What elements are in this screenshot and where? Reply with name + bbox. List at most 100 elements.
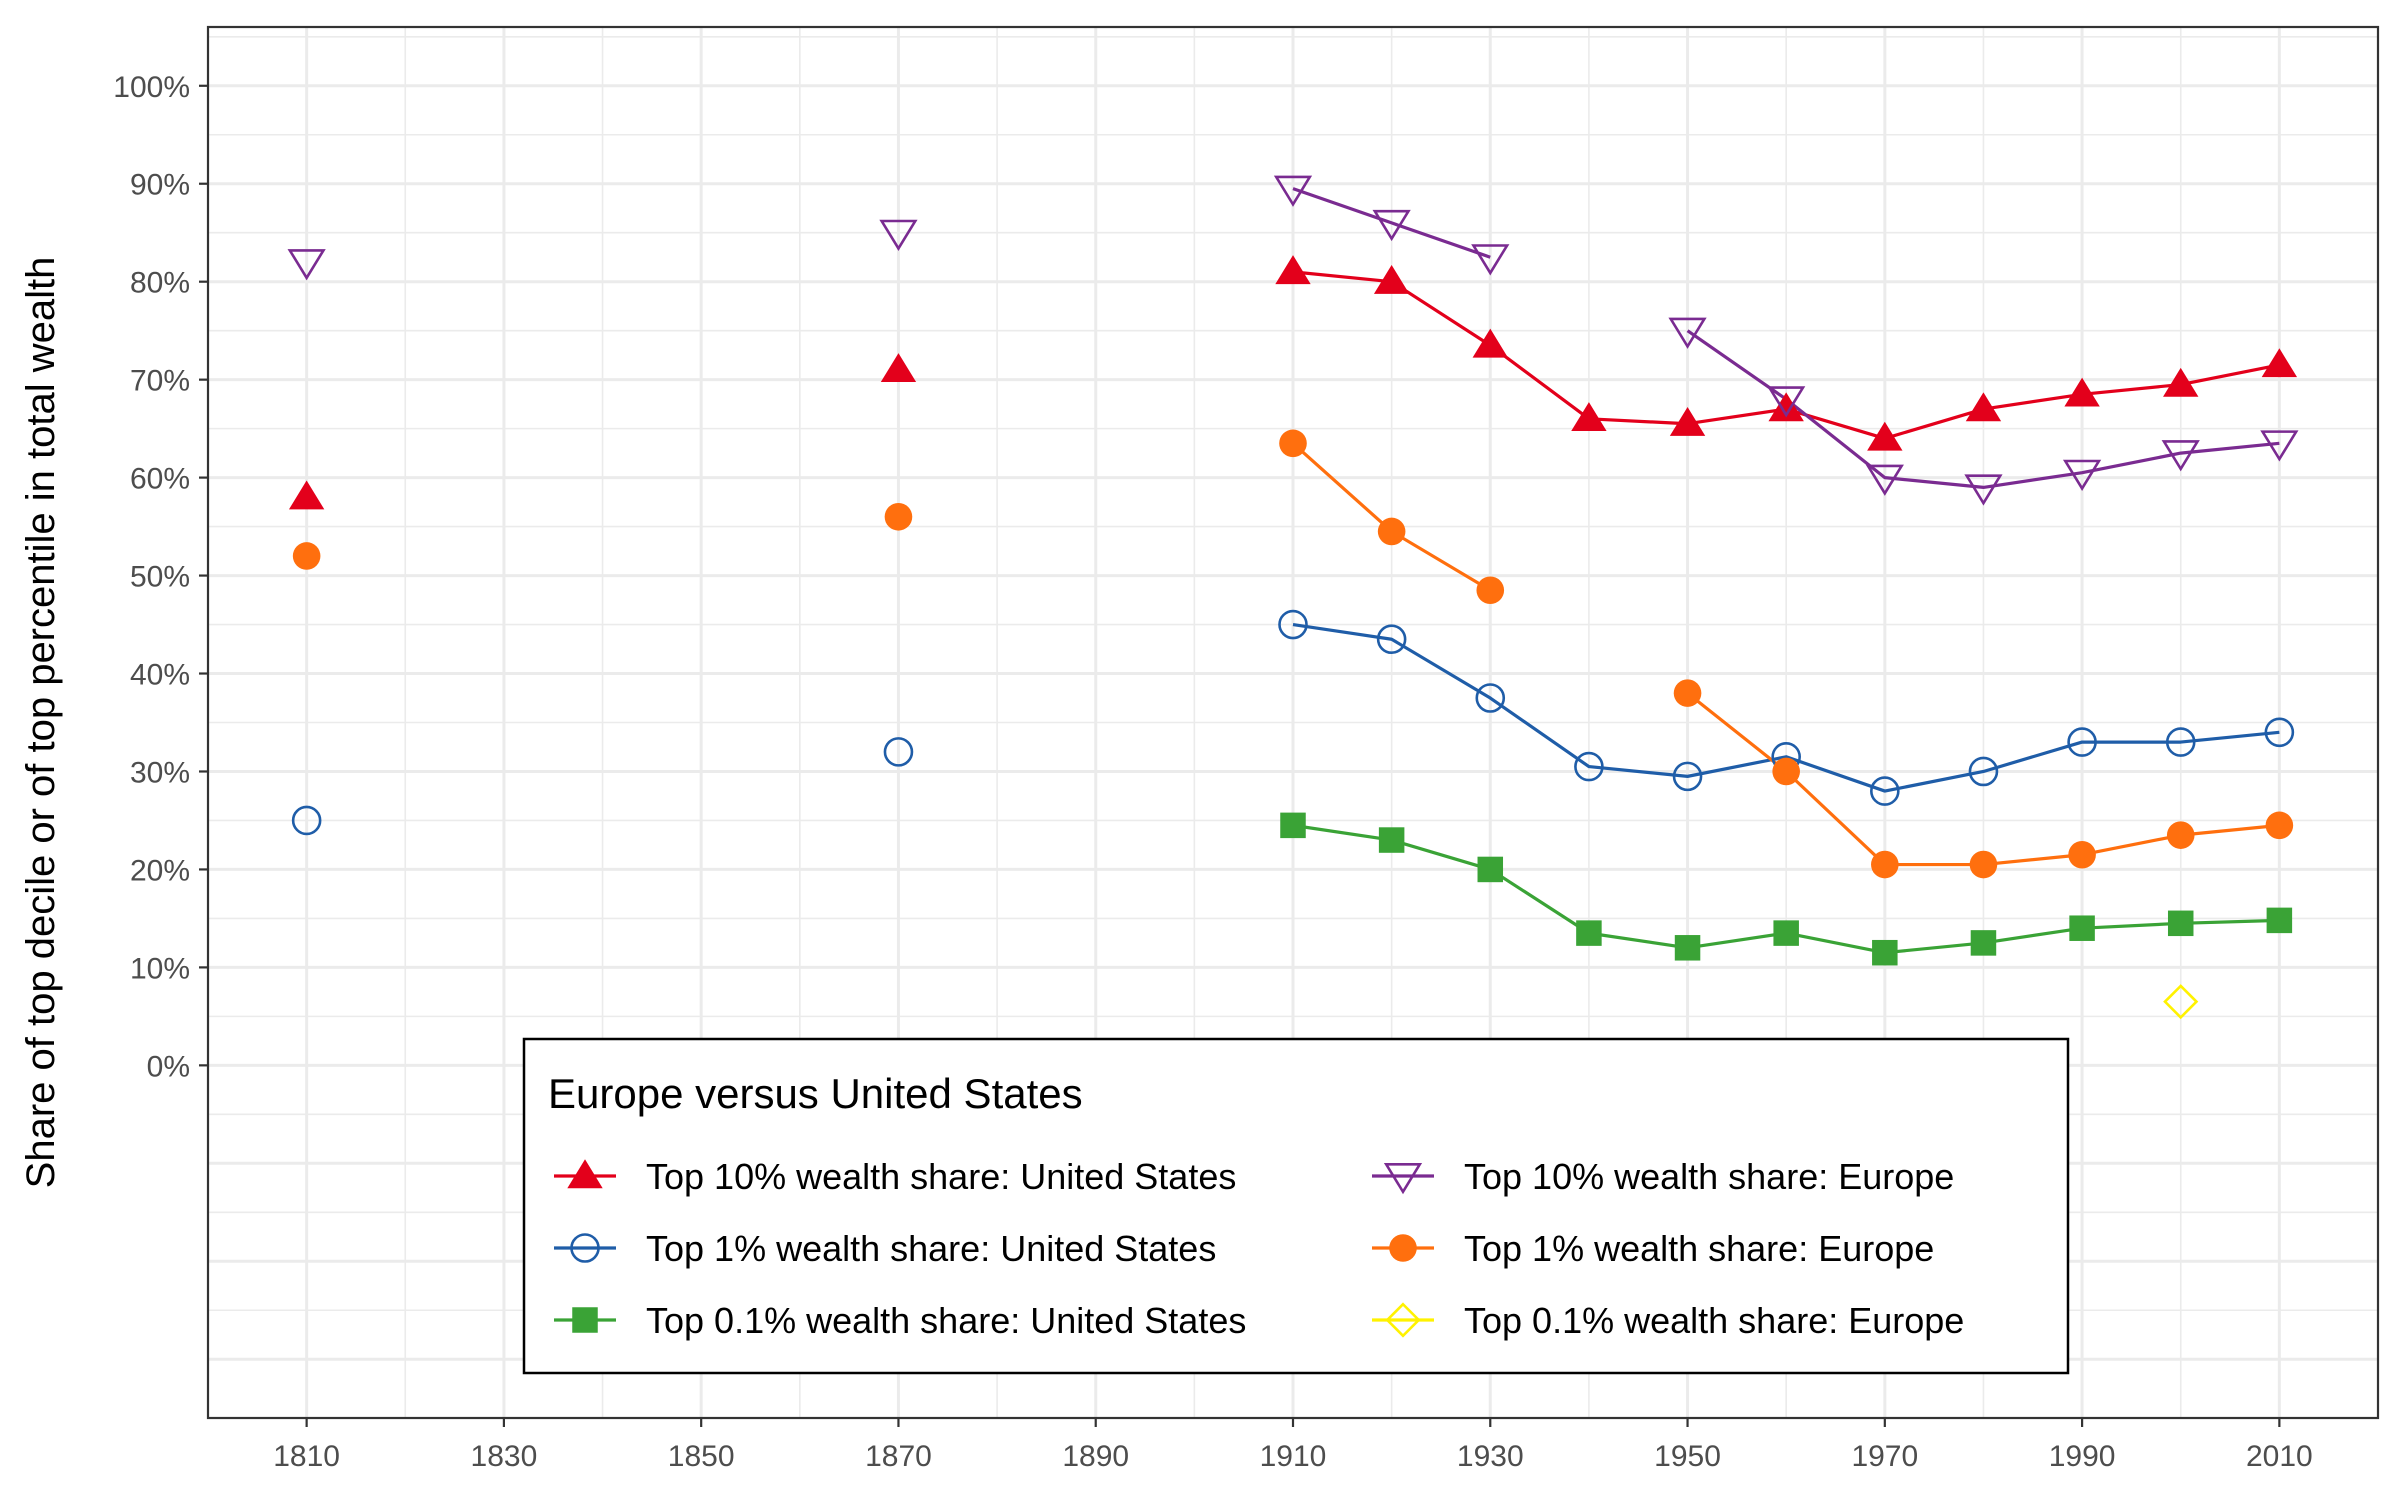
data-point-top-0-1-wealth-share-united-states — [1872, 939, 1898, 966]
data-point-top-0-1-wealth-share-united-states — [1970, 930, 1997, 956]
data-point-top-1-wealth-share-united-states — [1376, 624, 1407, 655]
data-point-top-1-wealth-share-united-states — [2067, 727, 2097, 757]
data-point-top-1-wealth-share-europe — [1969, 850, 1998, 879]
data-point-top-1-wealth-share-europe — [884, 502, 913, 531]
data-point-top-0-1-wealth-share-united-states — [1576, 920, 1602, 946]
axes: 1810 1830 1850 1870 1890 1910 1930 1950 1970 1990… — [113, 71, 2312, 1473]
data-point-top-10-wealth-share-united-states — [1965, 392, 2002, 422]
data-point-top-10-wealth-share-united-states — [1571, 402, 1607, 432]
x-tick-label: 1890 — [1062, 1440, 1129, 1473]
data-point-top-10-wealth-share-united-states — [1669, 407, 1706, 436]
y-tick-label: 90% — [130, 169, 190, 202]
data-point-top-0-1-wealth-share-united-states — [2167, 910, 2194, 937]
data-point-top-10-wealth-share-europe — [1372, 209, 1411, 242]
data-point-top-10-wealth-share-united-states — [1373, 264, 1410, 294]
data-point-top-1-wealth-share-united-states — [1672, 761, 1703, 792]
x-tick-label: 1950 — [1654, 1440, 1721, 1473]
data-point-top-10-wealth-share-europe — [1471, 244, 1510, 276]
series-line-top-10-wealth-share-europe — [1292, 187, 1491, 259]
data-point-top-10-wealth-share-united-states — [1867, 421, 1903, 451]
y-tick-label: 0% — [147, 1050, 190, 1083]
y-tick-label: 60% — [130, 463, 190, 496]
data-point-top-0-1-wealth-share-united-states — [1280, 812, 1306, 839]
y-tick-label: 40% — [130, 659, 190, 692]
data-point-top-0-1-wealth-share-united-states — [1674, 935, 1701, 961]
legend-label-top-0-1-wealth-share-united-states: Top 0.1% wealth share: United States — [646, 1300, 1246, 1341]
data-point-top-1-wealth-share-europe — [1772, 757, 1800, 786]
data-point-top-10-wealth-share-europe — [1273, 175, 1313, 207]
data-point-top-10-wealth-share-europe — [1964, 474, 2003, 506]
data-point-top-10-wealth-share-europe — [879, 219, 918, 251]
x-tick-label: 1970 — [1851, 1440, 1918, 1473]
y-tick-label: 30% — [130, 756, 190, 789]
y-tick-label: 10% — [130, 952, 190, 985]
legend-key-marker-top-0-1-wealth-share-europe — [1385, 1302, 1421, 1338]
data-point-top-10-wealth-share-united-states — [1472, 328, 1508, 358]
data-point-top-1-wealth-share-europe — [1476, 576, 1505, 605]
legend: Europe versus United States Top 10% weal… — [522, 1037, 2070, 1375]
data-point-top-10-wealth-share-europe — [1668, 317, 1707, 349]
data-point-top-1-wealth-share-europe — [292, 542, 321, 570]
data-point-top-10-wealth-share-europe — [2260, 430, 2299, 462]
data-point-top-1-wealth-share-united-states — [1870, 776, 1900, 806]
x-tick-label: 1870 — [865, 1440, 932, 1473]
x-tick-label: 1910 — [1260, 1440, 1327, 1473]
data-point-top-0-1-wealth-share-united-states — [2266, 907, 2293, 934]
data-point-top-10-wealth-share-united-states — [2163, 367, 2199, 397]
legend-key-marker-top-10-wealth-share-europe — [1383, 1163, 1423, 1195]
data-point-top-10-wealth-share-europe — [1767, 386, 1806, 418]
series-line-top-1-wealth-share-united-states — [1292, 622, 2280, 793]
data-point-top-1-wealth-share-united-states — [1278, 609, 1308, 640]
legend-label-top-1-wealth-share-united-states: Top 1% wealth share: United States — [646, 1228, 1216, 1269]
data-point-top-1-wealth-share-europe — [2166, 821, 2195, 849]
y-tick-label: 70% — [130, 365, 190, 398]
data-point-top-1-wealth-share-europe — [1871, 850, 1899, 879]
data-point-top-1-wealth-share-united-states — [883, 737, 914, 767]
y-axis-title: Share of top decile or of top percentile… — [19, 257, 63, 1189]
data-point-top-1-wealth-share-united-states — [1574, 751, 1604, 782]
data-point-top-10-wealth-share-europe — [2062, 459, 2102, 491]
y-tick-label: 50% — [130, 561, 190, 594]
legend-title: Europe versus United States — [548, 1070, 1083, 1117]
data-point-top-1-wealth-share-europe — [1673, 679, 1702, 707]
data-point-top-1-wealth-share-united-states — [1475, 683, 1506, 713]
y-tick-label: 20% — [130, 854, 190, 887]
data-point-top-1-wealth-share-united-states — [2165, 727, 2196, 757]
data-point-top-10-wealth-share-united-states — [2261, 348, 2298, 378]
data-point-top-0-1-wealth-share-europe — [2163, 984, 2199, 1020]
legend-box — [522, 1037, 2070, 1375]
data-point-top-0-1-wealth-share-united-states — [1378, 827, 1405, 853]
data-point-top-1-wealth-share-united-states — [1968, 756, 1999, 787]
data-point-top-10-wealth-share-united-states — [2064, 377, 2100, 407]
data-point-top-0-1-wealth-share-united-states — [2069, 915, 2095, 941]
y-tick-label: 100% — [113, 71, 190, 104]
data-point-top-1-wealth-share-united-states — [291, 805, 322, 836]
legend-label-top-0-1-wealth-share-europe: Top 0.1% wealth share: Europe — [1464, 1300, 1964, 1341]
legend-key-marker-top-1-wealth-share-united-states — [570, 1233, 600, 1263]
data-point-top-0-1-wealth-share-united-states — [1477, 856, 1504, 883]
legend-key-marker-top-1-wealth-share-europe — [1389, 1234, 1417, 1262]
data-point-top-10-wealth-share-united-states — [880, 353, 917, 383]
data-point-top-1-wealth-share-united-states — [2264, 717, 2295, 748]
x-tick-label: 1850 — [668, 1440, 735, 1473]
data-point-top-1-wealth-share-europe — [2265, 811, 2294, 840]
data-point-top-10-wealth-share-europe — [287, 249, 326, 281]
data-point-top-10-wealth-share-europe — [2161, 440, 2200, 472]
data-point-top-0-1-wealth-share-united-states — [1773, 920, 1799, 946]
x-tick-label: 1990 — [2049, 1440, 2116, 1473]
x-tick-label: 1930 — [1457, 1440, 1524, 1473]
x-tick-label: 1830 — [471, 1440, 538, 1473]
data-point-top-10-wealth-share-united-states — [1275, 255, 1311, 285]
legend-label-top-10-wealth-share-united-states: Top 10% wealth share: United States — [646, 1156, 1236, 1197]
legend-key-marker-top-0-1-wealth-share-united-states — [572, 1307, 598, 1333]
data-point-top-10-wealth-share-united-states — [288, 480, 325, 510]
x-tick-label: 1810 — [273, 1440, 340, 1473]
y-tick-label: 80% — [130, 267, 190, 300]
data-point-top-1-wealth-share-europe — [1279, 429, 1307, 458]
data-point-top-10-wealth-share-united-states — [1768, 392, 1804, 422]
series-markers — [287, 175, 2299, 1020]
data-point-top-1-wealth-share-europe — [1377, 517, 1406, 546]
data-point-top-10-wealth-share-europe — [1865, 464, 1904, 496]
legend-key-marker-top-10-wealth-share-united-states — [567, 1159, 603, 1189]
